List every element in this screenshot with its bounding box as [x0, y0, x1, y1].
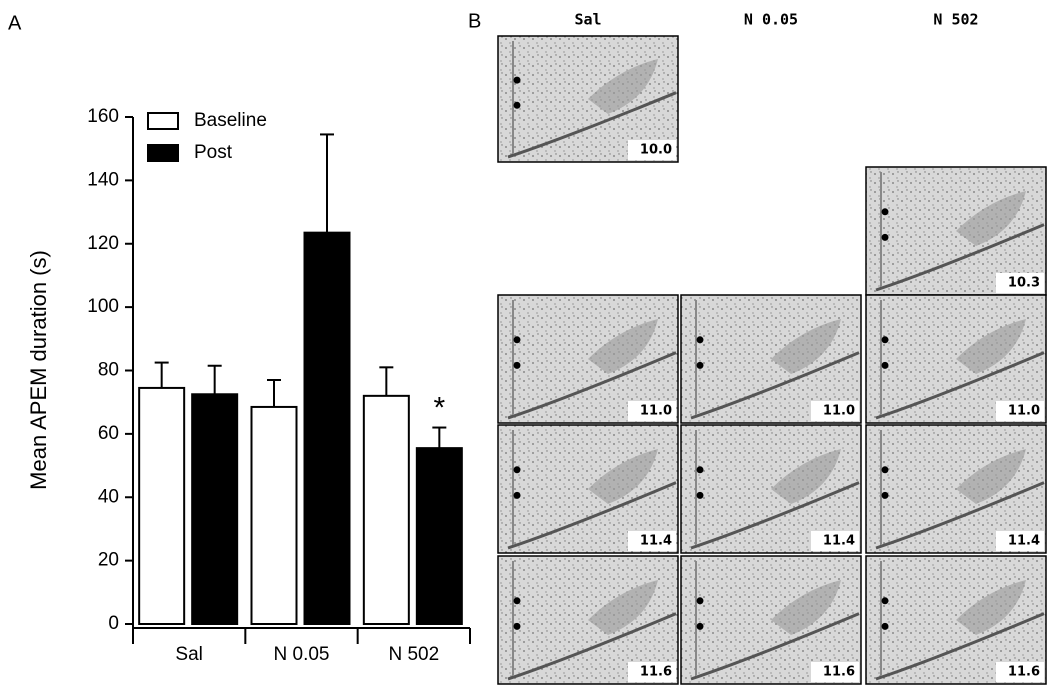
site-dot [513, 361, 521, 369]
section-label: 10.0 [640, 143, 672, 158]
panel-label: A [8, 12, 22, 34]
label-bg [628, 401, 676, 421]
tissue-edge [507, 612, 677, 681]
column-header: Sal [574, 11, 601, 29]
x-tick-label: Sal [175, 644, 202, 665]
tissue-region [588, 580, 658, 635]
y-tick-label: 60 [98, 423, 119, 444]
label-bg [996, 401, 1044, 421]
bar [138, 386, 186, 625]
column-header: N 502 [933, 11, 978, 29]
site-dot [513, 101, 521, 109]
site-dot [881, 361, 889, 369]
tissue-edge [690, 612, 860, 681]
site-dot [513, 76, 521, 84]
site-dot [881, 233, 889, 241]
y-tick-label: 80 [98, 360, 119, 381]
bar [303, 231, 351, 626]
site-dot [881, 466, 889, 474]
site-dot [696, 597, 704, 605]
legend-label: Baseline [194, 110, 267, 131]
legend-swatch [147, 112, 179, 130]
section-label: 11.0 [640, 404, 672, 419]
site-dot [696, 622, 704, 630]
y-tick-label: 120 [87, 233, 119, 254]
section-label: 11.0 [1008, 404, 1040, 419]
label-bg [996, 273, 1044, 293]
tissue-edge [690, 351, 860, 420]
tissue-edge [875, 612, 1045, 681]
tissue-region [771, 580, 841, 635]
tissue-edge [507, 351, 677, 420]
section-label: 11.4 [640, 534, 672, 549]
site-dot [881, 622, 889, 630]
tissue-region [956, 449, 1026, 504]
section-label: 11.4 [823, 534, 855, 549]
tissue-region [771, 319, 841, 374]
site-dot [513, 597, 521, 605]
tissue-edge [690, 481, 860, 550]
tissue-region [588, 59, 658, 114]
tissue-region [956, 580, 1026, 635]
section-label: 11.6 [823, 665, 855, 680]
significance-marker: * [433, 391, 445, 424]
y-tick-label: 100 [87, 296, 119, 317]
label-bg [996, 662, 1044, 682]
x-tick-label: N 0.05 [274, 644, 330, 665]
site-dot [881, 208, 889, 216]
x-tick-label: N 502 [388, 644, 439, 665]
bar [250, 405, 298, 625]
tissue-region [956, 191, 1026, 246]
section-label: 10.3 [1008, 276, 1040, 291]
site-dot [513, 466, 521, 474]
legend-swatch [147, 144, 179, 162]
y-tick-label: 0 [108, 613, 119, 634]
tissue-edge [875, 351, 1045, 420]
label-bg [628, 140, 676, 160]
tissue-edge [875, 481, 1045, 550]
label-bg [996, 531, 1044, 551]
site-dot [696, 491, 704, 499]
section-label: 11.6 [640, 665, 672, 680]
y-tick-label: 20 [98, 550, 119, 571]
bar [362, 394, 410, 625]
section-label: 11.4 [1008, 534, 1040, 549]
site-dot [881, 336, 889, 344]
bar [191, 393, 239, 625]
column-header: N 0.05 [744, 11, 798, 29]
site-dot [881, 597, 889, 605]
y-tick-label: 160 [87, 106, 119, 127]
bar [415, 447, 463, 625]
panel-label: B [468, 10, 481, 32]
legend-label: Post [194, 142, 233, 163]
tissue-edge [875, 223, 1045, 292]
site-dot [696, 466, 704, 474]
y-axis-title: Mean APEM duration (s) [26, 250, 51, 490]
site-dot [513, 622, 521, 630]
label-bg [811, 401, 859, 421]
label-bg [811, 662, 859, 682]
site-dot [513, 491, 521, 499]
site-dot [881, 491, 889, 499]
section-label: 11.6 [1008, 665, 1040, 680]
tissue-region [956, 319, 1026, 374]
tissue-region [771, 449, 841, 504]
site-dot [696, 361, 704, 369]
tissue-edge [507, 481, 677, 550]
label-bg [811, 531, 859, 551]
tissue-region [588, 319, 658, 374]
site-dot [513, 336, 521, 344]
label-bg [628, 531, 676, 551]
y-tick-label: 140 [87, 169, 119, 190]
label-bg [628, 662, 676, 682]
site-dot [696, 336, 704, 344]
tissue-edge [507, 91, 677, 159]
section-label: 11.0 [823, 404, 855, 419]
tissue-region [588, 449, 658, 504]
y-tick-label: 40 [98, 486, 119, 507]
